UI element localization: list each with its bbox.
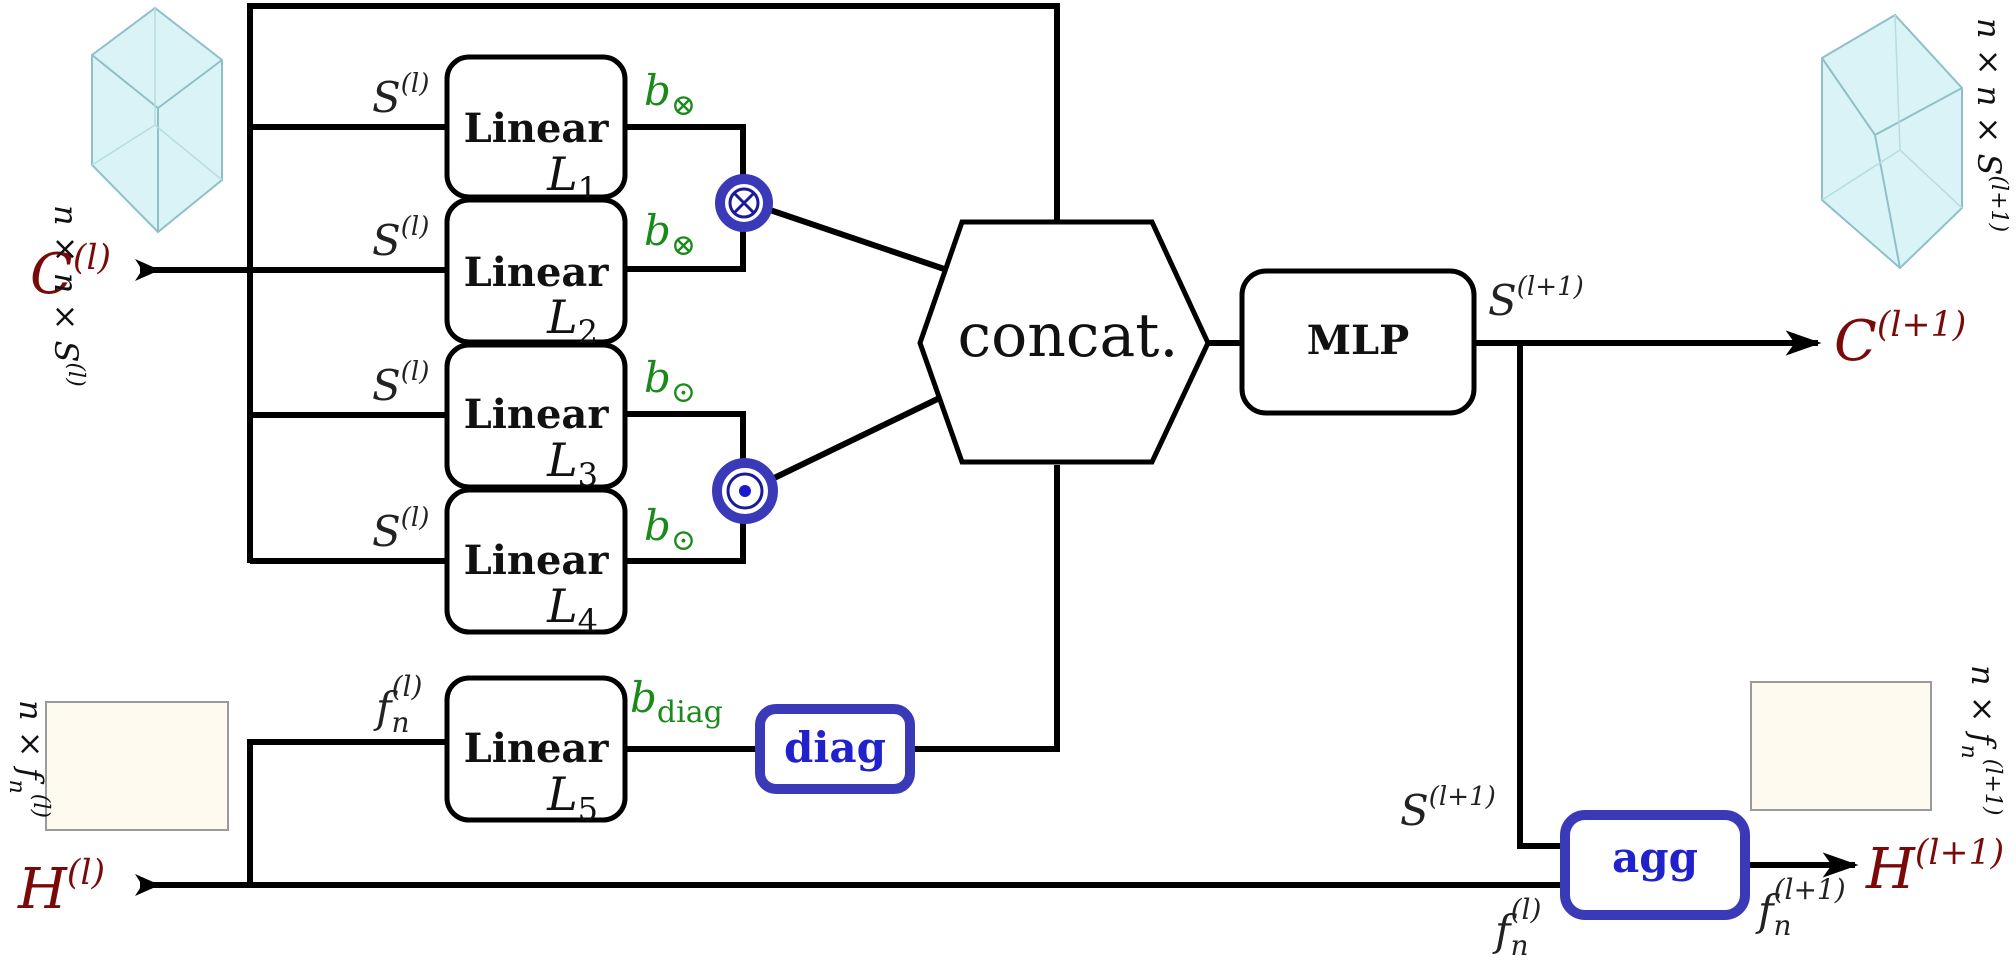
wire-otimes-to-concat bbox=[769, 207, 963, 278]
concat-label: concat. bbox=[958, 301, 1179, 371]
mlp-out-s-label: S(l+1) bbox=[1488, 272, 1584, 325]
c-out-dims: n × n × S(l+1) bbox=[1970, 18, 2011, 232]
b-odot-label-3: b⊙ bbox=[644, 353, 696, 410]
f-label-l5: fn(l) bbox=[373, 670, 422, 739]
c-in-arrowhead bbox=[135, 259, 160, 281]
h-out-matrix-icon bbox=[1750, 681, 1932, 811]
wire-odot-to-concat bbox=[768, 389, 954, 483]
linear-block-sub: L3 bbox=[546, 433, 598, 494]
linear-block-title: Linear bbox=[464, 105, 610, 152]
s-label-l2: S(l) bbox=[372, 212, 429, 265]
linear-block-5: Linear L5 bbox=[444, 675, 628, 828]
c-in-label: C(l) bbox=[30, 238, 111, 307]
h-in-arrowhead bbox=[135, 874, 160, 896]
linear-block-2: Linear L2 bbox=[444, 197, 628, 351]
wire-h-branch bbox=[247, 739, 447, 885]
b-odot-label-4: b⊙ bbox=[644, 501, 696, 558]
linear-block-title: Linear bbox=[464, 537, 610, 584]
c-out-label: C(l+1) bbox=[1834, 305, 1966, 374]
b-diag-label: bdiag bbox=[630, 673, 723, 730]
h-in-label: H(l) bbox=[17, 853, 105, 922]
cube-icon bbox=[91, 6, 223, 234]
agg-block: agg bbox=[1560, 810, 1750, 920]
wire-mlp-to-agg bbox=[1517, 343, 1565, 849]
linear-block-title: Linear bbox=[464, 725, 610, 772]
h-in-dims: n × fn(l) bbox=[4, 700, 53, 818]
linear-block-3: Linear L3 bbox=[444, 342, 628, 494]
c-in-dims: n × n × S(l) bbox=[47, 205, 88, 387]
b-otimes-label-1: b⊗ bbox=[644, 66, 696, 123]
agg-in-s-label: S(l+1) bbox=[1400, 782, 1496, 835]
mlp-block: MLP bbox=[1239, 268, 1477, 416]
linear-block-sub: L4 bbox=[546, 579, 598, 640]
linear-block-sub: L5 bbox=[546, 767, 598, 828]
mlp-label: MLP bbox=[1307, 317, 1409, 364]
agg-in-f-label: fn(l) bbox=[1492, 893, 1541, 960]
linear-block-title: Linear bbox=[464, 391, 610, 438]
diag-block: diag bbox=[755, 704, 915, 794]
linear-block-1: Linear L1 bbox=[444, 54, 628, 208]
wire-diag-to-concat bbox=[910, 465, 1060, 752]
h-out-dims: n × fn(l+1) bbox=[1956, 665, 2005, 815]
wire-l4-to-odot bbox=[625, 515, 746, 564]
wire-l3-to-odot bbox=[625, 411, 746, 465]
h-out-label: H(l+1) bbox=[1865, 833, 2004, 902]
otimes-operator bbox=[715, 174, 773, 232]
s-label-l4: S(l) bbox=[372, 503, 429, 556]
agg-label: agg bbox=[1612, 833, 1698, 882]
diag-label: diag bbox=[784, 723, 886, 772]
wire-l1-to-otimes bbox=[625, 124, 746, 180]
agg-out-f-label: fn(l+1) bbox=[1755, 873, 1846, 942]
linear-block-4: Linear L4 bbox=[444, 487, 628, 640]
wire-l2-to-otimes bbox=[625, 225, 746, 272]
s-label-l3: S(l) bbox=[372, 357, 429, 410]
linear-block-sub: L2 bbox=[546, 290, 598, 351]
linear-block-title: Linear bbox=[464, 249, 610, 296]
concat-node: concat. bbox=[917, 219, 1211, 465]
s-label-l1: S(l) bbox=[372, 69, 429, 122]
h-in-matrix-icon bbox=[45, 701, 229, 831]
odot-operator bbox=[712, 458, 778, 524]
b-otimes-label-2: b⊗ bbox=[644, 206, 696, 263]
cube-icon bbox=[1821, 13, 1963, 270]
